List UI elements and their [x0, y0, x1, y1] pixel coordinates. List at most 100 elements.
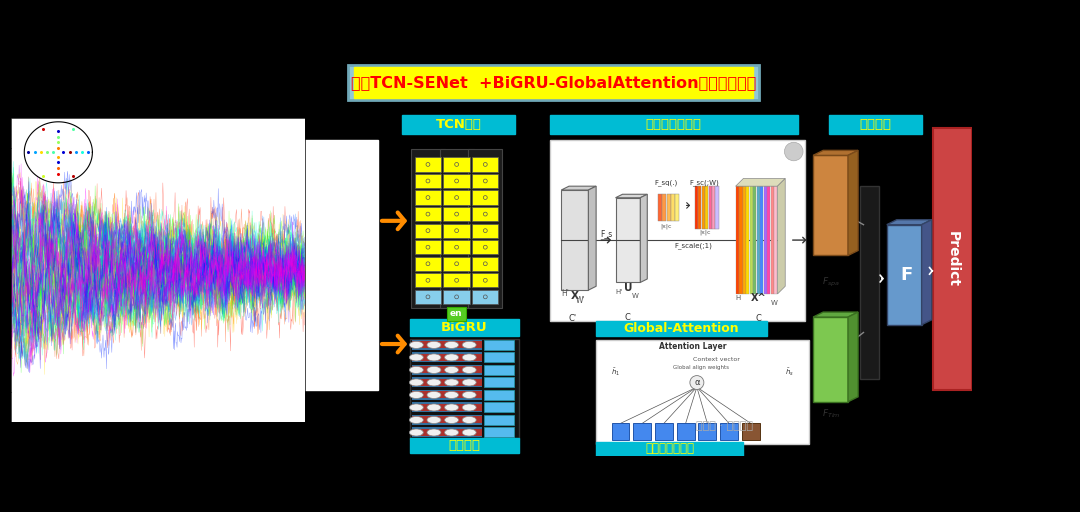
Text: X: X	[571, 290, 579, 301]
Bar	[616, 198, 640, 283]
Polygon shape	[562, 186, 596, 190]
Bar	[750, 186, 753, 294]
Ellipse shape	[409, 354, 423, 361]
Bar	[411, 352, 482, 362]
Ellipse shape	[445, 342, 459, 348]
Ellipse shape	[427, 416, 441, 423]
Bar	[469, 149, 502, 308]
Text: |x|c: |x|c	[660, 223, 672, 229]
Title: EEG (64 channels): EEG (64 channels)	[122, 108, 193, 117]
Bar	[739, 186, 743, 294]
Bar	[472, 190, 499, 205]
Bar	[411, 402, 482, 413]
Bar	[411, 342, 482, 348]
Ellipse shape	[427, 392, 441, 398]
Text: W: W	[632, 292, 638, 298]
Text: en: en	[450, 309, 462, 318]
Circle shape	[784, 142, 804, 161]
Ellipse shape	[427, 429, 441, 436]
Text: H': H'	[616, 289, 623, 295]
Bar	[764, 186, 767, 294]
Bar	[742, 423, 759, 440]
Bar	[444, 157, 470, 172]
Ellipse shape	[445, 416, 459, 423]
Bar	[671, 194, 675, 221]
Bar	[137, 140, 378, 390]
Bar	[720, 423, 738, 440]
Bar	[444, 207, 470, 221]
Ellipse shape	[445, 354, 459, 361]
Bar	[767, 186, 770, 294]
Bar	[415, 290, 441, 304]
Bar	[411, 367, 482, 373]
Bar	[550, 115, 798, 134]
Bar	[415, 273, 441, 287]
Bar	[411, 392, 482, 398]
Text: TCN网络: TCN网络	[435, 118, 482, 131]
Bar	[933, 129, 972, 390]
Bar	[562, 190, 589, 290]
Bar	[472, 157, 499, 172]
Bar	[410, 438, 518, 453]
Polygon shape	[735, 179, 785, 186]
Text: 多变量特征序列: 多变量特征序列	[178, 144, 224, 155]
Bar	[440, 149, 474, 308]
Text: 公众号 · 建模先锋: 公众号 · 建模先锋	[696, 421, 753, 432]
Text: F_scale(;1): F_scale(;1)	[674, 242, 712, 249]
Ellipse shape	[427, 354, 441, 361]
Ellipse shape	[409, 429, 423, 436]
Ellipse shape	[462, 429, 476, 436]
Text: α: α	[694, 378, 700, 387]
Bar	[410, 338, 518, 439]
Bar	[411, 377, 482, 388]
Bar	[712, 186, 715, 228]
Ellipse shape	[427, 342, 441, 348]
Bar	[415, 190, 441, 205]
Bar	[484, 415, 514, 425]
Bar	[403, 115, 515, 134]
Ellipse shape	[409, 404, 423, 411]
Text: $\bar{h}_1$: $\bar{h}_1$	[611, 367, 620, 378]
Bar	[415, 207, 441, 221]
Circle shape	[690, 376, 704, 390]
Bar	[410, 319, 518, 336]
Bar	[415, 257, 441, 271]
Ellipse shape	[409, 416, 423, 423]
Text: W': W'	[576, 295, 585, 305]
Bar	[705, 186, 708, 228]
Bar	[484, 352, 514, 362]
Text: F_sq(.): F_sq(.)	[654, 179, 677, 186]
Bar	[444, 290, 470, 304]
Text: $F_{Tim}$: $F_{Tim}$	[822, 407, 840, 419]
Bar	[472, 290, 499, 304]
Bar	[411, 429, 482, 436]
Ellipse shape	[445, 429, 459, 436]
Ellipse shape	[462, 379, 476, 386]
Bar	[411, 365, 482, 375]
Bar	[666, 194, 671, 221]
Text: C': C'	[569, 314, 577, 323]
Bar	[662, 194, 666, 221]
Polygon shape	[813, 312, 859, 317]
Text: Context vector: Context vector	[692, 357, 740, 362]
Bar	[596, 442, 743, 456]
Text: BiGRU: BiGRU	[441, 322, 488, 334]
Bar	[743, 186, 746, 294]
Bar	[411, 390, 482, 400]
Polygon shape	[813, 151, 859, 155]
Bar	[774, 186, 778, 294]
Bar	[411, 428, 482, 437]
Bar	[415, 224, 441, 238]
Ellipse shape	[462, 404, 476, 411]
Bar	[708, 186, 712, 228]
Text: C: C	[756, 314, 761, 323]
Text: Global-Attention: Global-Attention	[623, 322, 739, 335]
Polygon shape	[887, 220, 932, 225]
Bar	[415, 157, 441, 172]
Text: C: C	[624, 313, 630, 322]
Bar	[484, 377, 514, 388]
X-axis label: Time (s): Time (s)	[145, 436, 171, 441]
Bar	[611, 423, 630, 440]
Bar	[353, 67, 754, 98]
Bar	[760, 186, 764, 294]
